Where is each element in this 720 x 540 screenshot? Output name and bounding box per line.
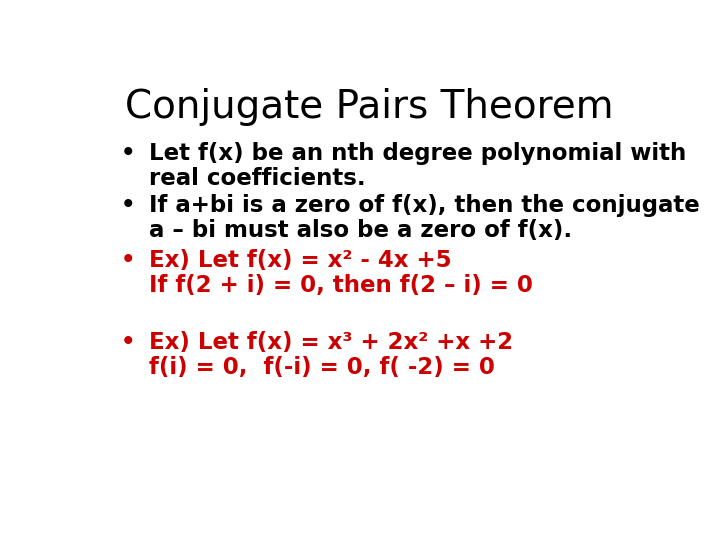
Text: •: • — [121, 248, 135, 272]
Text: Ex) Let f(x) = x² - 4x +5: Ex) Let f(x) = x² - 4x +5 — [148, 248, 451, 272]
Text: f(i) = 0,  f(-i) = 0, f( -2) = 0: f(i) = 0, f(-i) = 0, f( -2) = 0 — [148, 356, 495, 379]
Text: Ex) Let f(x) = x³ + 2x² +x +2: Ex) Let f(x) = x³ + 2x² +x +2 — [148, 331, 513, 354]
Text: real coefficients.: real coefficients. — [148, 167, 365, 190]
Text: Let f(x) be an nth degree polynomial with: Let f(x) be an nth degree polynomial wit… — [148, 141, 686, 165]
Text: •: • — [121, 194, 135, 217]
Text: If f(2 + i) = 0, then f(2 – i) = 0: If f(2 + i) = 0, then f(2 – i) = 0 — [148, 274, 533, 296]
Text: •: • — [121, 331, 135, 354]
Text: If a+bi is a zero of f(x), then the conjugate: If a+bi is a zero of f(x), then the conj… — [148, 194, 699, 217]
Text: Conjugate Pairs Theorem: Conjugate Pairs Theorem — [125, 87, 613, 126]
Text: a – bi must also be a zero of f(x).: a – bi must also be a zero of f(x). — [148, 219, 572, 241]
Text: •: • — [121, 141, 135, 165]
